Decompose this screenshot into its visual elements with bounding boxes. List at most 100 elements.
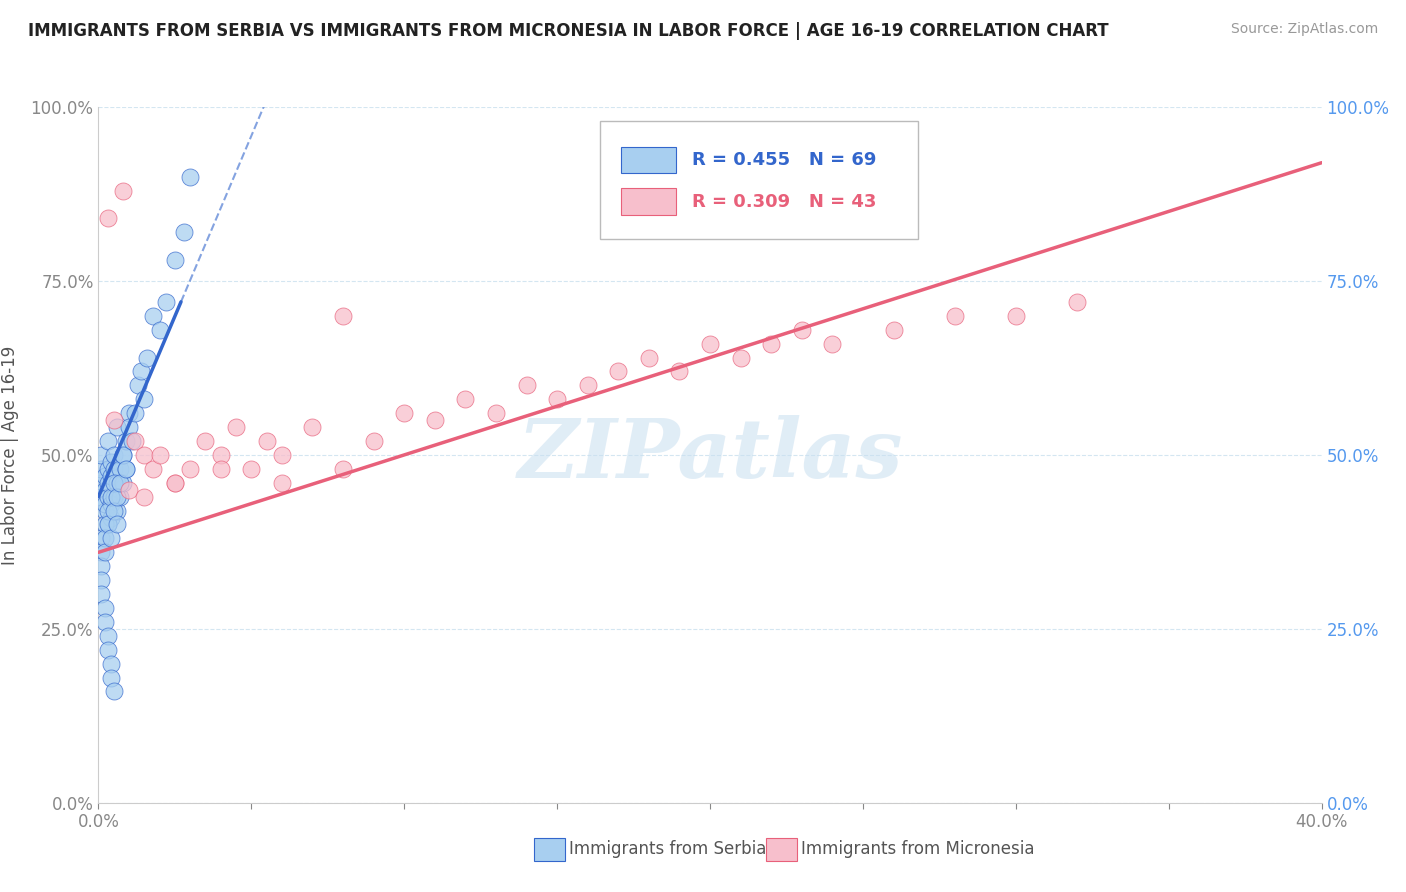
Point bbox=[576, 378, 599, 392]
Point bbox=[108, 490, 131, 504]
Point bbox=[93, 468, 115, 483]
Point bbox=[142, 462, 165, 476]
Point bbox=[668, 364, 690, 378]
FancyBboxPatch shape bbox=[600, 121, 918, 239]
Point bbox=[103, 684, 125, 698]
Point bbox=[240, 462, 263, 476]
Text: R = 0.309   N = 43: R = 0.309 N = 43 bbox=[692, 193, 876, 211]
Point bbox=[90, 462, 112, 476]
Point bbox=[332, 309, 354, 323]
Point bbox=[134, 392, 156, 407]
Point bbox=[100, 510, 122, 524]
Point bbox=[225, 420, 247, 434]
Point bbox=[149, 448, 172, 462]
Point bbox=[943, 309, 966, 323]
Point bbox=[97, 503, 120, 517]
Point bbox=[516, 378, 538, 392]
Point bbox=[301, 420, 323, 434]
Point bbox=[93, 503, 115, 517]
Point bbox=[454, 392, 477, 407]
Point bbox=[93, 601, 115, 615]
Point bbox=[93, 497, 115, 511]
Point bbox=[90, 545, 112, 559]
Point bbox=[93, 545, 115, 559]
Point bbox=[100, 468, 122, 483]
Point bbox=[108, 462, 131, 476]
Point bbox=[759, 336, 782, 351]
Text: Immigrants from Micronesia: Immigrants from Micronesia bbox=[801, 840, 1035, 858]
Point bbox=[790, 323, 813, 337]
Point bbox=[209, 448, 232, 462]
Point bbox=[142, 309, 165, 323]
Point bbox=[103, 490, 125, 504]
Point bbox=[163, 475, 186, 490]
Point bbox=[124, 406, 146, 420]
Point bbox=[392, 406, 416, 420]
Point bbox=[105, 503, 128, 517]
Point bbox=[127, 378, 149, 392]
Point bbox=[97, 434, 120, 448]
Point bbox=[105, 517, 128, 532]
Point bbox=[115, 462, 138, 476]
Point bbox=[118, 420, 141, 434]
Point bbox=[90, 532, 112, 546]
Point bbox=[149, 323, 172, 337]
Point bbox=[108, 475, 131, 490]
Point bbox=[105, 475, 128, 490]
Point bbox=[256, 434, 278, 448]
Point bbox=[136, 351, 159, 365]
Point bbox=[129, 364, 152, 378]
Point bbox=[97, 490, 120, 504]
Point bbox=[209, 462, 232, 476]
Point bbox=[93, 483, 115, 497]
Point bbox=[111, 448, 134, 462]
Point bbox=[111, 448, 134, 462]
Point bbox=[1004, 309, 1026, 323]
Point bbox=[97, 475, 120, 490]
Point bbox=[179, 462, 201, 476]
Point bbox=[485, 406, 508, 420]
Text: R = 0.455   N = 69: R = 0.455 N = 69 bbox=[692, 151, 876, 169]
Point bbox=[97, 211, 120, 226]
Point bbox=[105, 490, 128, 504]
Point bbox=[90, 448, 112, 462]
Y-axis label: In Labor Force | Age 16-19: In Labor Force | Age 16-19 bbox=[1, 345, 20, 565]
Point bbox=[118, 483, 141, 497]
Point bbox=[100, 671, 122, 685]
Point bbox=[100, 455, 122, 469]
Point bbox=[90, 490, 112, 504]
Point bbox=[93, 532, 115, 546]
Point bbox=[155, 294, 177, 309]
Point bbox=[93, 615, 115, 629]
Point bbox=[105, 420, 128, 434]
Point bbox=[115, 434, 138, 448]
Point bbox=[100, 490, 122, 504]
Point bbox=[111, 184, 134, 198]
Point bbox=[194, 434, 217, 448]
Point bbox=[97, 517, 120, 532]
Point bbox=[121, 434, 143, 448]
Text: Immigrants from Serbia: Immigrants from Serbia bbox=[569, 840, 766, 858]
FancyBboxPatch shape bbox=[620, 188, 676, 215]
Point bbox=[115, 462, 138, 476]
Point bbox=[134, 448, 156, 462]
Point bbox=[103, 448, 125, 462]
Text: Source: ZipAtlas.com: Source: ZipAtlas.com bbox=[1230, 22, 1378, 37]
Text: IMMIGRANTS FROM SERBIA VS IMMIGRANTS FROM MICRONESIA IN LABOR FORCE | AGE 16-19 : IMMIGRANTS FROM SERBIA VS IMMIGRANTS FRO… bbox=[28, 22, 1109, 40]
Point bbox=[97, 642, 120, 657]
Point bbox=[97, 462, 120, 476]
Point bbox=[103, 413, 125, 427]
Point bbox=[118, 406, 141, 420]
Point bbox=[93, 517, 115, 532]
Point bbox=[97, 629, 120, 643]
Point bbox=[90, 559, 112, 574]
Point bbox=[103, 503, 125, 517]
Point bbox=[546, 392, 568, 407]
Point bbox=[163, 475, 186, 490]
Point bbox=[111, 475, 134, 490]
Point bbox=[90, 475, 112, 490]
Point bbox=[124, 434, 146, 448]
Point bbox=[134, 490, 156, 504]
Point bbox=[103, 462, 125, 476]
Point bbox=[730, 351, 752, 365]
